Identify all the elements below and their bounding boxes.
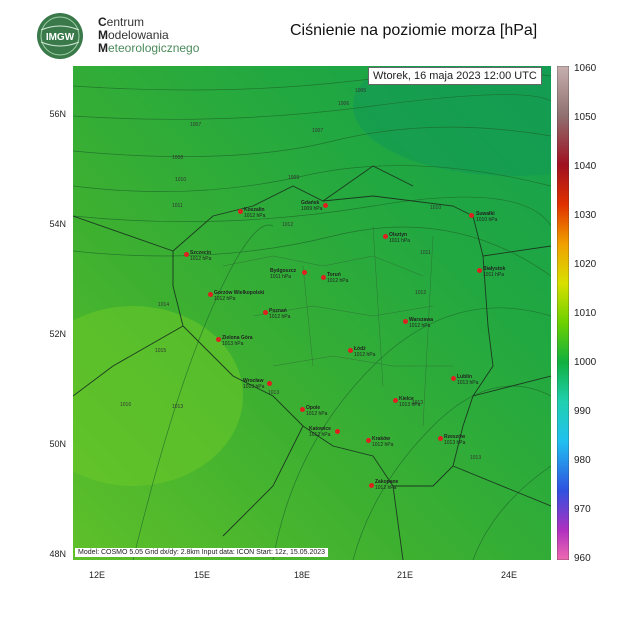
logo-text: IMGW — [46, 32, 75, 43]
lat-label: 54N — [49, 219, 66, 229]
city-marker — [369, 483, 374, 488]
colorbar-label: 1050 — [574, 112, 597, 123]
city-marker — [184, 252, 189, 257]
colorbar-label: 1020 — [574, 259, 597, 270]
city-label: Zakopane 1012 hPa — [375, 479, 399, 491]
city-marker — [393, 398, 398, 403]
city-label: Koszalin 1012 hPa — [244, 207, 266, 219]
city-marker — [366, 438, 371, 443]
org-name: Centrum Modelowania Meteorologicznego — [98, 15, 200, 55]
city-label: Suwałki 1010 hPa — [476, 211, 498, 223]
lat-label: 52N — [49, 329, 66, 339]
logo: IMGW Centrum Modelowania Meteorologiczne… — [36, 12, 236, 60]
isobar-label: 1013 — [412, 400, 424, 406]
colorbar-label: 1030 — [574, 210, 597, 221]
imgw-logo-icon: IMGW — [37, 13, 83, 59]
city-label: Kielce 1013 hPa — [399, 396, 421, 408]
model-info: Model: COSMO 5.05 Grid dx/dy: 2.8km Inpu… — [75, 548, 329, 557]
pressure-colorbar — [557, 66, 569, 560]
lat-label: 56N — [49, 109, 66, 119]
city-marker — [238, 209, 243, 214]
isobar-label: 1008 — [172, 155, 184, 161]
colorbar-label: 980 — [574, 455, 591, 466]
colorbar-label: 970 — [574, 504, 591, 515]
city-label: Olsztyn 1011 hPa — [389, 232, 411, 244]
isobar-label: 1012 — [415, 290, 427, 296]
colorbar-label: 960 — [574, 553, 591, 564]
isobar-label: 1015 — [155, 348, 167, 354]
isobar-label: 1012 — [282, 222, 294, 228]
colorbar-label: 1010 — [574, 308, 597, 319]
city-label: Wrocław 1013 hPa — [243, 378, 265, 390]
city-marker — [267, 381, 272, 386]
city-label: Kraków 1012 hPa — [372, 436, 394, 448]
isobar-label: 1009 — [288, 175, 300, 181]
isobar-label: 1010 — [175, 177, 187, 183]
city-label: Opole 1012 hPa — [306, 405, 328, 417]
city-marker — [438, 436, 443, 441]
isobar-label: 1014 — [158, 302, 170, 308]
city-label: Katowice 1012 hPa — [309, 426, 331, 438]
city-marker — [335, 429, 340, 434]
city-marker — [451, 376, 456, 381]
isobar-label: 1013 — [172, 404, 184, 410]
isobar-label: 1016 — [120, 402, 132, 408]
city-marker — [469, 213, 474, 218]
city-marker — [403, 319, 408, 324]
isobar-label: 1011 — [420, 250, 431, 256]
isobar-label: 1007 — [312, 128, 324, 134]
isobar-label: 1013 — [268, 390, 280, 396]
city-label: Gdańsk 1009 hPa — [301, 200, 323, 212]
lon-label: 18E — [293, 570, 310, 580]
city-label: Łódź 1012 hPa — [354, 346, 376, 358]
city-label: Lublin 1013 hPa — [457, 374, 479, 386]
isobar-label: 1006 — [338, 101, 350, 107]
lat-label: 48N — [49, 549, 66, 559]
city-label: Zielona Góra 1013 hPa — [222, 335, 253, 347]
city-label: Białystok 1011 hPa — [483, 266, 506, 278]
lon-label: 24E — [500, 570, 517, 580]
colorbar-label: 1060 — [574, 63, 597, 74]
city-label: Bydgoszcz 1011 hPa — [270, 268, 297, 280]
datetime-label: Wtorek, 16 maja 2023 12:00 UTC — [368, 67, 542, 85]
city-marker — [263, 310, 268, 315]
lon-label: 15E — [193, 570, 210, 580]
city-label: Rzeszów 1013 hPa — [444, 434, 466, 446]
colorbar-label: 990 — [574, 406, 591, 417]
city-label: Toruń 1012 hPa — [327, 272, 349, 284]
isobar-label: 1005 — [355, 88, 367, 94]
city-marker — [216, 337, 221, 342]
colorbar-label: 1040 — [574, 161, 597, 172]
city-marker — [302, 270, 307, 275]
isobar-label: 1007 — [190, 122, 202, 128]
city-label: Gorzów Wielkopolski 1012 hPa — [214, 290, 265, 302]
city-label: Szczecin 1012 hPa — [190, 250, 212, 262]
city-marker — [323, 203, 328, 208]
city-marker — [208, 292, 213, 297]
city-marker — [477, 268, 482, 273]
isobar-label: 1010 — [430, 205, 442, 211]
city-label: Poznań 1012 hPa — [269, 308, 291, 320]
city-marker — [383, 234, 388, 239]
pressure-map — [73, 66, 551, 560]
city-marker — [300, 407, 305, 412]
city-marker — [348, 348, 353, 353]
map-title: Ciśnienie na poziomie morza [hPa] — [290, 22, 538, 39]
city-label: Warszawa 1012 hPa — [409, 317, 433, 329]
isobar-label: 1011 — [172, 203, 183, 209]
lon-label: 21E — [396, 570, 413, 580]
lon-label: 12E — [88, 570, 105, 580]
lat-label: 50N — [49, 439, 66, 449]
city-marker — [321, 275, 326, 280]
colorbar-label: 1000 — [574, 357, 597, 368]
isobar-label: 1013 — [470, 455, 482, 461]
